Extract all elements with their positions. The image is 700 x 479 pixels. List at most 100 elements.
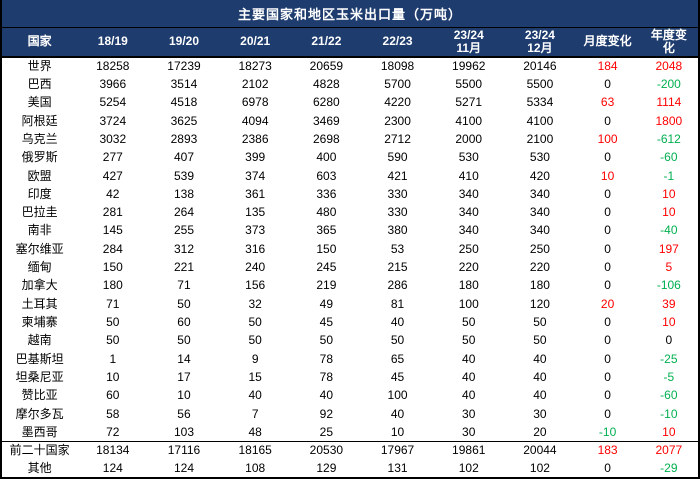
cell-country: 缅甸 [27,260,52,275]
table-body: 世界 18258 17239 18273 20659 18098 19962 20146 184… [1,57,699,479]
cell-value: 5500 [526,76,554,91]
cell-yearly-change: 1114 [656,95,682,110]
table-row: 缅甸 150 221 240 245 215 220 220 0 5 [1,258,699,276]
cell-value: 2698 [313,131,340,146]
cell-value: 18098 [380,59,415,74]
table-row: 土耳其 71 50 32 49 81 100 120 20 39 [1,295,699,313]
cell-value: 427 [102,168,123,183]
cell-value: 421 [387,168,408,183]
cell-value: 250 [529,241,550,256]
cell-value: 14 [177,351,191,366]
cell-country: 前二十国家 [1,440,78,460]
col-header-country: 国家 [1,27,78,58]
cell-yearly-change: 2077 [639,440,699,460]
cell-value: 50 [533,315,547,330]
cell-value: 50 [390,333,405,348]
cell-value: 50 [106,315,120,330]
cell-value: 20530 [290,440,362,460]
cell-value: 145 [102,223,123,238]
cell-yearly-change: 10 [662,424,676,439]
cell-value: 3966 [99,76,127,91]
cell-value: 530 [458,150,479,165]
cell-value: 340 [529,223,550,238]
cell-country: 世界 [27,59,52,74]
cell-value: 40 [462,369,476,384]
cell-value: 2893 [170,131,198,146]
cell-value: 330 [387,186,408,201]
cell-value: 340 [458,186,479,201]
cell-value: 3625 [170,113,198,128]
cell-yearly-change: 10 [662,205,676,220]
table-row: 塞尔维亚 284 312 316 150 53 250 250 0 197 [1,240,699,258]
cell-monthly-change: 63 [600,95,615,110]
col-header-21-22: 21/22 [290,27,362,58]
col-header-23-24-nov: 23/24 11月 [433,27,505,58]
cell-value: 50 [106,333,120,348]
cell-country: 俄罗斯 [21,150,58,165]
cell-yearly-change: -60 [660,388,678,403]
cell-value: 400 [316,150,337,165]
cell-value: 590 [387,150,408,165]
cell-value: 6978 [241,95,269,110]
table-row: 巴西 3966 3514 2102 4828 5700 5500 5500 0 -200 [1,75,699,93]
cell-value: 340 [529,205,550,220]
cell-value: 138 [173,186,194,201]
cell-country: 柬埔寨 [21,315,58,330]
cell-yearly-change: 10 [662,186,676,201]
cell-value: 340 [458,223,479,238]
cell-value: 20659 [309,59,344,74]
table-row: 阿根廷 3724 3625 4094 3469 2300 4100 4100 0 1800 [1,111,699,129]
cell-country: 塞尔维亚 [15,241,64,256]
cell-yearly-change: -200 [656,76,681,91]
cell-value: 17967 [361,440,434,460]
cell-value: 92 [319,406,334,421]
cell-value: 15 [248,369,262,384]
table-row: 坦桑尼亚 10 17 15 78 45 40 40 0 -5 [1,368,699,386]
cell-value: 264 [173,205,194,220]
cell-value: 286 [387,278,408,293]
table-row: 前二十国家 18134 17116 18165 20530 17967 19861 20044… [1,440,699,460]
title-row: 主要国家和地区玉米出口量（万吨） [1,0,699,28]
cell-value: 131 [387,461,408,476]
cell-value: 361 [245,186,266,201]
cell-value: 135 [245,205,266,220]
cell-value: 245 [316,260,337,275]
cell-value: 40 [248,388,262,403]
table-row: 其他 124 124 108 129 131 102 102 0 -29 [1,459,699,478]
cell-yearly-change: -29 [660,461,678,476]
cell-value: 530 [529,150,550,165]
cell-country: 巴基斯坦 [15,351,64,366]
cell-value: 5271 [455,95,483,110]
cell-monthly-change: 0 [604,333,611,348]
cell-value: 603 [316,168,337,183]
cell-value: 156 [245,278,266,293]
cell-yearly-change: -1 [663,168,675,183]
cell-value: 40 [533,351,547,366]
cell-value: 17239 [167,59,201,74]
cell-monthly-change: 0 [604,278,611,293]
cell-value: 49 [319,296,334,311]
table-row: 乌克兰 3032 2893 2386 2698 2712 2000 2100 100 -612 [1,130,699,148]
cell-value: 72 [106,424,120,439]
cell-value: 100 [458,296,479,311]
cell-monthly-change: 0 [604,186,611,201]
cell-value: 330 [387,205,408,220]
table-row: 巴拉圭 281 264 135 480 330 340 340 0 10 [1,203,699,221]
cell-yearly-change: -106 [656,278,681,293]
cell-value: 71 [106,296,120,311]
cell-value: 221 [173,260,194,275]
table-row: 柬埔寨 50 60 50 45 40 50 50 0 10 [1,313,699,331]
cell-value: 60 [177,315,191,330]
cell-yearly-change: 10 [662,315,676,330]
cell-value: 50 [248,333,262,348]
table-row: 美国 5254 4518 6978 6280 4220 5271 5334 63 1114 [1,93,699,111]
cell-monthly-change: 100 [597,131,618,146]
cell-value: 3032 [99,131,127,146]
cell-value: 78 [319,369,334,384]
cell-value: 45 [319,315,334,330]
cell-value: 50 [319,333,334,348]
cell-country: 其他 [27,461,52,476]
col-header-19-20: 19/20 [148,27,220,58]
cell-value: 19861 [433,440,505,460]
cell-value: 20146 [523,59,557,74]
